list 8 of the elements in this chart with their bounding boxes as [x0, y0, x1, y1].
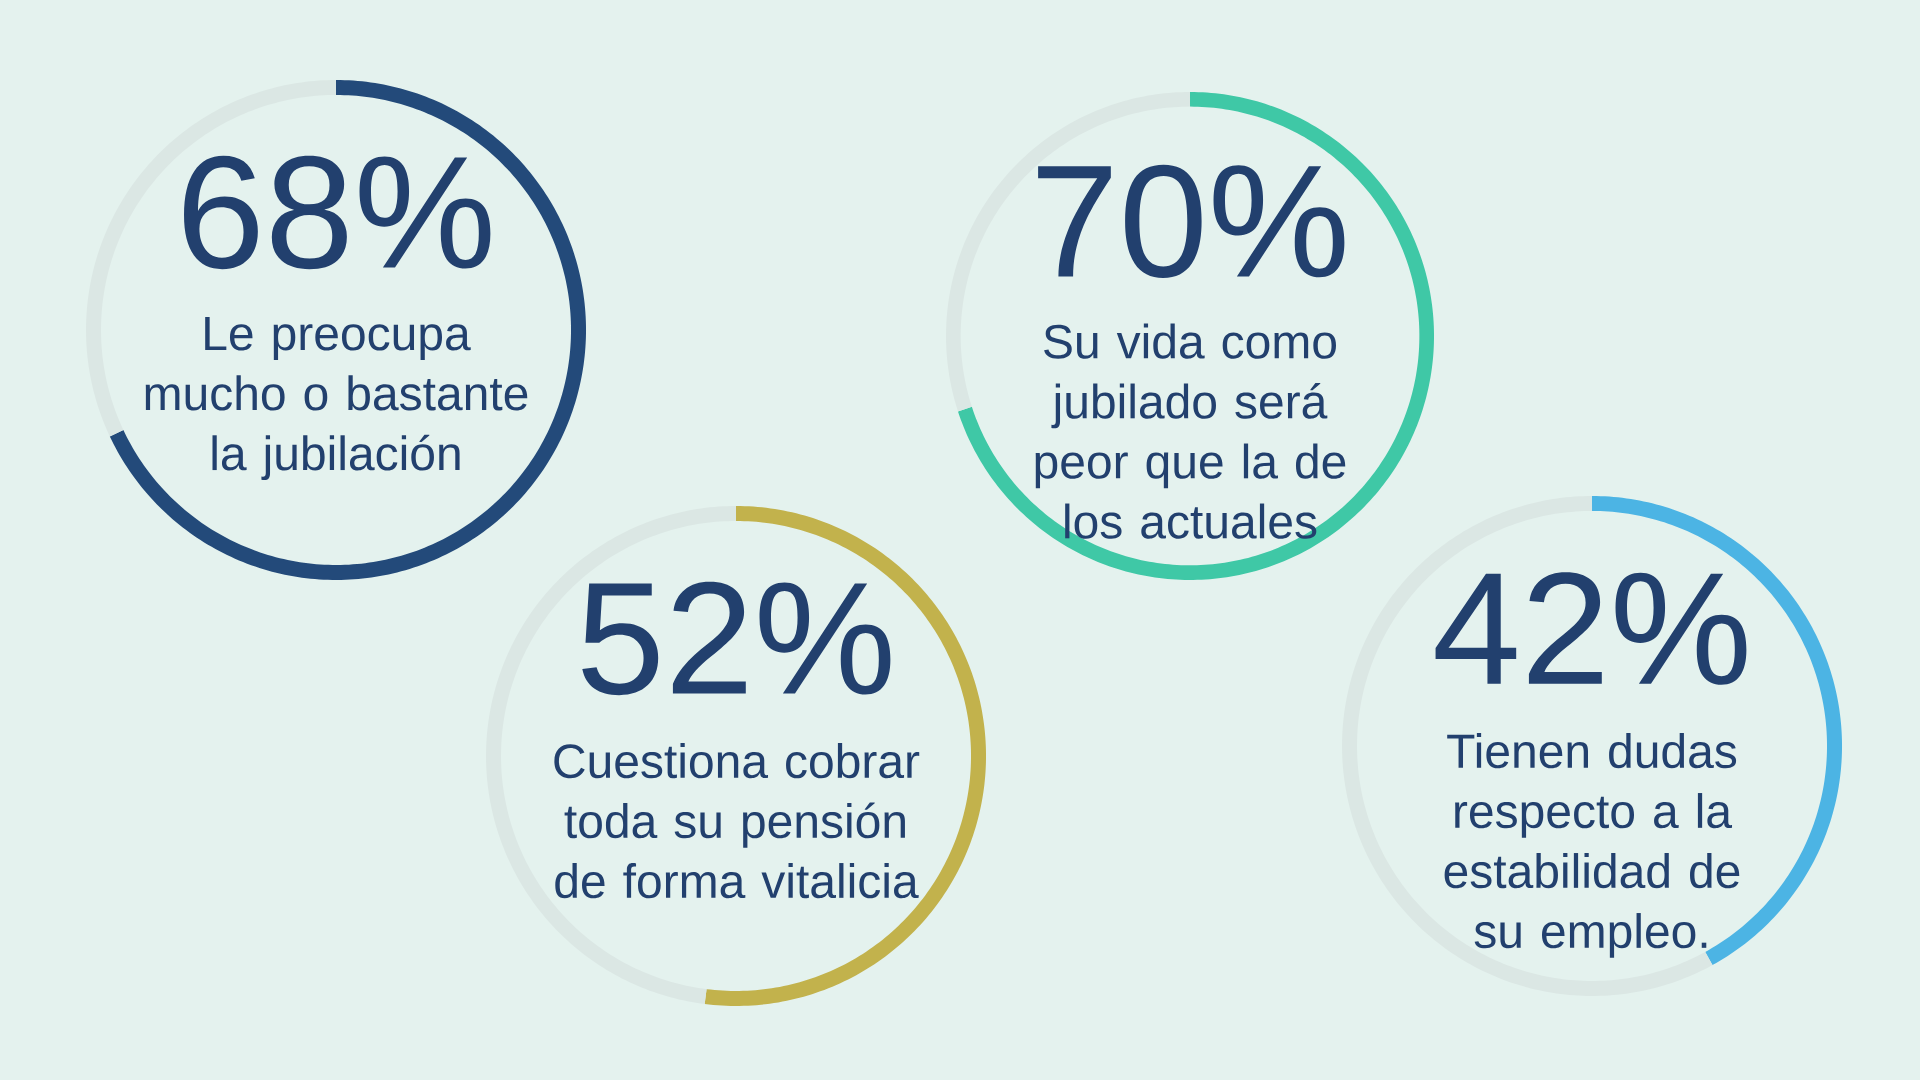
text: Cuestiona cobrar toda su pensión de forma vitalicia: [554, 743, 920, 899]
data-label: 52%: [582, 581, 891, 696]
data-label: 42%: [1435, 572, 1747, 685]
data-label: 68%: [184, 155, 491, 270]
text: Su vida como jubilado será peor que la de los actuales: [1035, 323, 1346, 539]
text: Tienen dudas respecto a la estabilidad de su empleo.: [1444, 733, 1740, 958]
data-label: 70%: [1038, 164, 1345, 278]
text: Le preocupa mucho o bastante la jubilación: [145, 317, 528, 481]
